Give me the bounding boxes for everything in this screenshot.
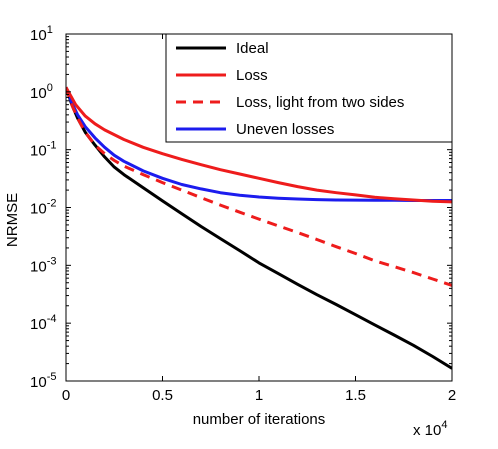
y-tick-label-base: 10 [30, 201, 47, 218]
x-axis-multiplier-exponent: 4 [441, 419, 447, 431]
x-tick-label: 1.5 [345, 387, 366, 404]
series-line-loss-light-from-two-sides [66, 86, 452, 287]
y-tick-label-exponent: -2 [47, 198, 57, 210]
y-tick-label-exponent: -3 [47, 255, 57, 267]
y-tick-label: 10-4 [30, 313, 56, 333]
legend-label-loss-light-from-two-sides: Loss, light from two sides [236, 94, 404, 111]
series-line-uneven-losses [66, 86, 452, 202]
y-tick-label-exponent: -5 [47, 371, 57, 383]
x-axis-label: number of iterations [193, 411, 326, 428]
series-line-ideal [66, 86, 452, 370]
y-tick-label-base: 10 [30, 374, 47, 391]
y-tick-label-base: 10 [30, 143, 47, 160]
y-tick-label-base: 10 [30, 258, 47, 275]
y-tick-label-base: 10 [30, 316, 47, 333]
y-tick-label: 10-3 [30, 255, 56, 275]
x-tick-label: 0.5 [152, 387, 173, 404]
y-tick-label-exponent: -1 [47, 140, 57, 152]
legend-label-uneven-losses: Uneven losses [236, 121, 334, 138]
y-tick-label: 101 [30, 24, 53, 44]
y-tick-label-exponent: -4 [47, 313, 57, 325]
y-tick-label: 10-1 [30, 140, 56, 160]
x-tick-label: 0 [62, 387, 70, 404]
y-tick-label-base: 10 [30, 85, 47, 102]
legend-label-ideal: Ideal [236, 40, 269, 57]
x-tick-label: 2 [448, 387, 456, 404]
series-line-loss [66, 86, 452, 204]
legend-box [165, 33, 453, 143]
series-layer [66, 86, 452, 370]
legend-label-loss: Loss [236, 67, 268, 84]
y-tick-label-exponent: 1 [47, 24, 53, 36]
x-tick-label: 1 [255, 387, 263, 404]
y-tick-label-base: 10 [30, 27, 47, 44]
y-tick-label-exponent: 0 [47, 82, 53, 94]
y-tick-label: 100 [30, 82, 53, 102]
y-axis-label: NRMSE [4, 193, 21, 247]
x-axis-multiplier: x 104 [413, 419, 447, 439]
y-tick-label: 10-2 [30, 198, 56, 218]
y-tick-label: 10-5 [30, 371, 56, 391]
x-axis-multiplier-base: x 10 [413, 422, 441, 439]
legend: Ideal Loss Loss, light from two sides Uneve… [165, 33, 453, 143]
